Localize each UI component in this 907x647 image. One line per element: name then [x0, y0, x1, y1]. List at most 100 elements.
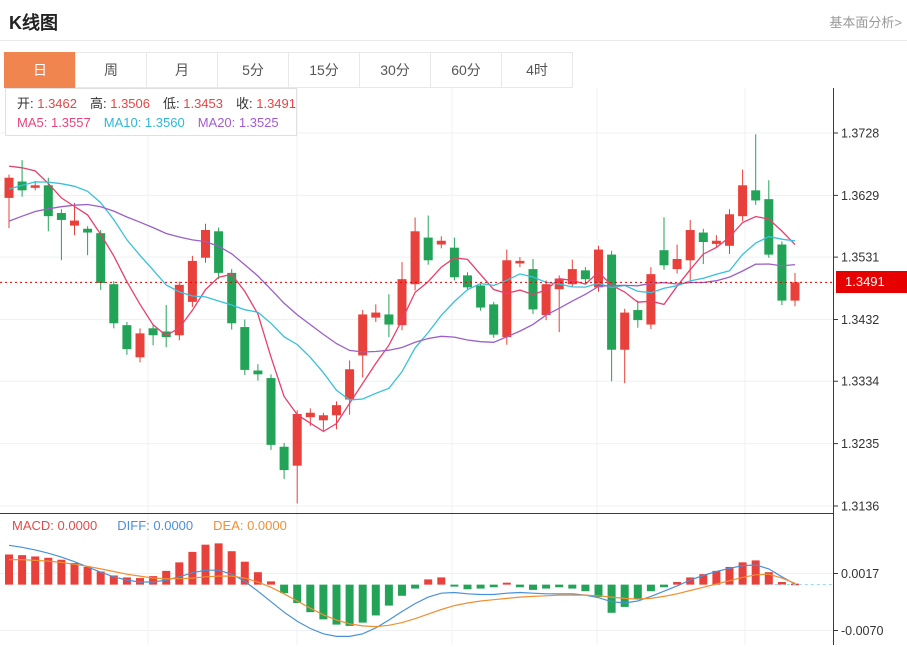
candle-body — [607, 254, 617, 350]
candle-body — [423, 237, 433, 261]
macd-bar — [581, 584, 590, 592]
stat-pair: 开: 1.3462 — [17, 96, 77, 111]
macd-bar — [240, 561, 249, 585]
candle-body — [56, 213, 66, 220]
macd-bar — [70, 563, 79, 585]
candle-body — [70, 220, 79, 226]
stat-pair: MA5: 1.3557 — [17, 115, 91, 130]
candles-layer — [4, 134, 800, 504]
ma-row: MA5: 1.3557 MA10: 1.3560 MA20: 1.3525 — [17, 113, 296, 132]
price-tick-label: 1.3334 — [841, 375, 879, 389]
current-price-badge: 1.3491 — [836, 271, 907, 293]
candle-body — [502, 260, 512, 338]
candle-body — [187, 260, 197, 302]
ohlc-row: 开: 1.3462 高: 1.3506 低: 1.3453 收: 1.3491 — [17, 94, 296, 113]
candle-body — [698, 232, 708, 243]
macd-bar — [699, 574, 708, 585]
macd-bar — [5, 554, 13, 585]
candle-body — [620, 312, 630, 350]
fundamental-analysis-link[interactable]: 基本面分析> — [829, 15, 902, 30]
candle-body — [397, 279, 407, 326]
candle-body — [711, 240, 721, 244]
candle-body — [463, 275, 472, 288]
macd-stat-pair: DIFF: 0.0000 — [117, 518, 194, 533]
macd-bar — [188, 551, 197, 585]
candle-body — [449, 247, 459, 278]
tab-60min[interactable]: 60分 — [430, 52, 502, 88]
macd-bar — [398, 584, 406, 596]
candle-body — [476, 285, 486, 308]
macd-bar — [660, 584, 668, 588]
macd-bar — [267, 581, 275, 585]
macd-bar — [450, 584, 459, 587]
stat-pair: 收: 1.3491 — [236, 96, 296, 111]
tab-4hour[interactable]: 4时 — [501, 52, 573, 88]
price-tick-label: 1.3728 — [841, 127, 879, 141]
macd-bar — [345, 584, 354, 626]
macd-bar — [568, 584, 577, 589]
macd-bar — [358, 584, 367, 623]
candle-body — [240, 327, 250, 370]
macd-bar — [437, 577, 446, 585]
tab-30min[interactable]: 30分 — [359, 52, 431, 88]
candle-body — [371, 312, 381, 318]
candle-body — [109, 284, 119, 324]
macd-bar — [673, 582, 682, 585]
axes — [0, 88, 834, 645]
macd-tick-label: -0.0070 — [841, 624, 883, 638]
macd-bar — [31, 556, 40, 585]
macd-bar — [384, 584, 393, 606]
candle-body — [292, 414, 302, 466]
macd-bar — [332, 584, 341, 625]
tab-day[interactable]: 日 — [4, 52, 76, 88]
candle-body — [725, 214, 734, 246]
candle-body — [633, 310, 643, 321]
price-tick-label: 1.3136 — [841, 500, 879, 514]
macd-bar — [555, 584, 564, 588]
candle-body — [161, 331, 171, 338]
candle-body — [279, 446, 289, 471]
macd-bar — [489, 584, 498, 588]
macd-bar — [777, 582, 786, 585]
macd-bar — [83, 566, 92, 585]
candle-body — [384, 314, 394, 325]
candle-body — [96, 233, 106, 283]
macd-tick-label: 0.0017 — [841, 567, 879, 581]
candle-body — [148, 328, 158, 336]
macd-bar — [306, 584, 315, 613]
tab-week[interactable]: 周 — [75, 52, 147, 88]
stat-pair: MA10: 1.3560 — [103, 115, 185, 130]
tab-15min[interactable]: 15分 — [288, 52, 360, 88]
macd-bar — [411, 584, 420, 589]
candle-body — [528, 269, 538, 310]
candle-body — [174, 284, 184, 336]
candle-body — [332, 405, 341, 416]
macd-bar — [175, 562, 184, 585]
macd-bar — [149, 576, 158, 585]
candle-body — [83, 228, 93, 233]
macd-bar — [424, 579, 433, 585]
macd-bar — [764, 572, 773, 585]
tab-month[interactable]: 月 — [146, 52, 218, 88]
macd-bar — [712, 570, 721, 585]
candle-body — [266, 378, 276, 445]
candle-body — [122, 325, 132, 350]
tab-5min[interactable]: 5分 — [217, 52, 289, 88]
candle-body — [253, 370, 263, 375]
candle-body — [4, 177, 14, 198]
candle-body — [764, 199, 774, 255]
candle-body — [489, 304, 499, 335]
macd-bar — [542, 584, 551, 589]
header-divider — [0, 40, 907, 41]
macd-bar — [96, 571, 105, 585]
candle-body — [227, 272, 237, 324]
macd-bar — [529, 584, 537, 590]
candle-body — [515, 260, 525, 264]
macd-bar — [57, 559, 66, 585]
ma20-line — [8, 203, 796, 353]
macd-bar — [502, 582, 511, 585]
candle-body — [659, 250, 669, 266]
candle-body — [541, 284, 551, 316]
candle-body — [358, 314, 368, 356]
